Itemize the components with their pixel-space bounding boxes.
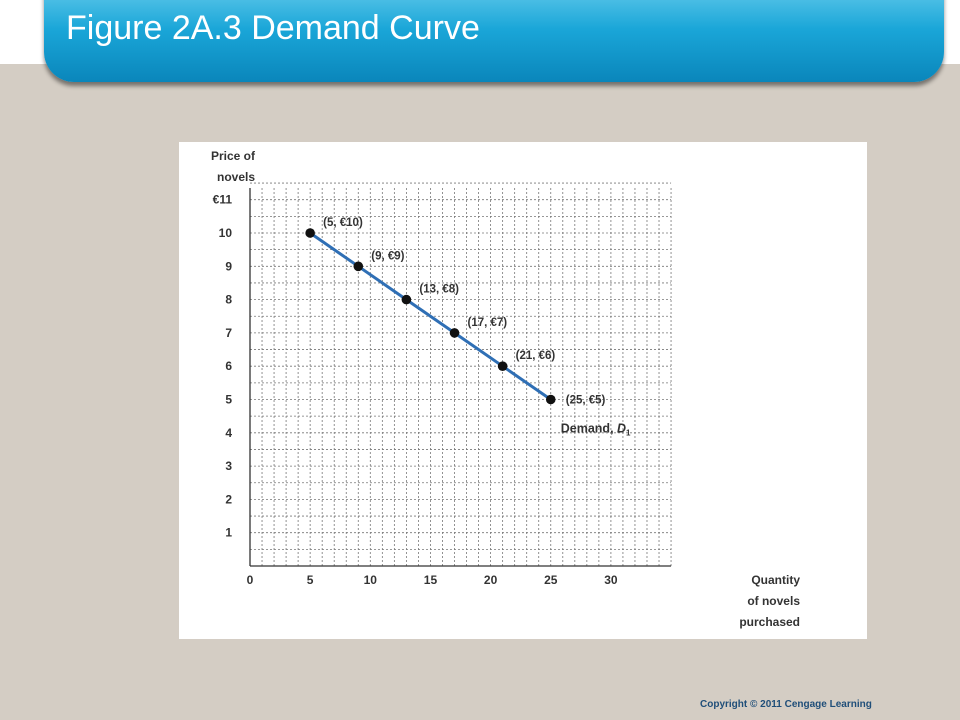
data-point [401,294,412,305]
series [305,228,556,405]
data-point [545,394,556,405]
x-tick-label: 15 [424,573,438,587]
y-axis-label: novels [217,170,255,184]
point-label: (9, €9) [371,250,404,262]
title-bar [44,0,944,82]
y-tick-label: 5 [225,393,232,407]
point-label: (25, €5) [566,395,606,407]
data-point [305,228,315,238]
x-tick-label: 20 [484,573,498,587]
y-tick-label: 10 [219,226,233,240]
y-tick-label: 1 [225,526,232,540]
data-point [449,328,460,338]
y-tick-label: 4 [225,426,232,440]
x-axis-label: purchased [739,615,800,629]
y-tick-label: 9 [225,259,232,273]
demand-line [309,231,552,401]
point-label: (13, €8) [419,284,459,296]
y-tick-label: 3 [225,459,232,473]
grid [250,182,672,566]
demand-curve-label: Demand, D1 [561,422,631,438]
x-tick-label: 30 [604,573,618,587]
y-tick-label: €11 [213,193,233,207]
chart-panel: 1 2 3 4 5 6 7 8 9 10 €11 0 5 10 15 20 25 30 Price of novels… [179,142,867,639]
y-axis-label: Price of [211,149,256,163]
y-tick-label: 6 [225,359,232,373]
x-axis-label: of novels [747,594,800,608]
point-label: (17, €7) [468,317,508,329]
axes: 1 2 3 4 5 6 7 8 9 10 €11 0 5 10 15 20 25 30 Price of novels… [211,149,800,629]
y-tick-label: 8 [225,293,232,307]
data-point [353,261,364,272]
copyright-notice: Copyright © 2011 Cengage Learning [700,699,872,710]
y-tick-label: 7 [225,326,232,340]
point-label: (21, €6) [516,350,556,362]
y-tick-label: 2 [225,492,232,506]
slide-title: Figure 2A.3 Demand Curve [66,9,480,47]
x-tick-label: 0 [247,573,254,587]
labels: (5, €10) (9, €9) (13, €8) (17, €7) (21, €6) (… [323,217,631,438]
point-label: (5, €10) [323,217,363,229]
x-tick-label: 5 [307,573,314,587]
x-tick-label: 10 [364,573,378,587]
demand-chart: 1 2 3 4 5 6 7 8 9 10 €11 0 5 10 15 20 25 30 Price of novels… [211,149,800,629]
x-axis-label: Quantity [751,573,800,587]
data-point [497,361,508,371]
x-tick-label: 25 [544,573,558,587]
